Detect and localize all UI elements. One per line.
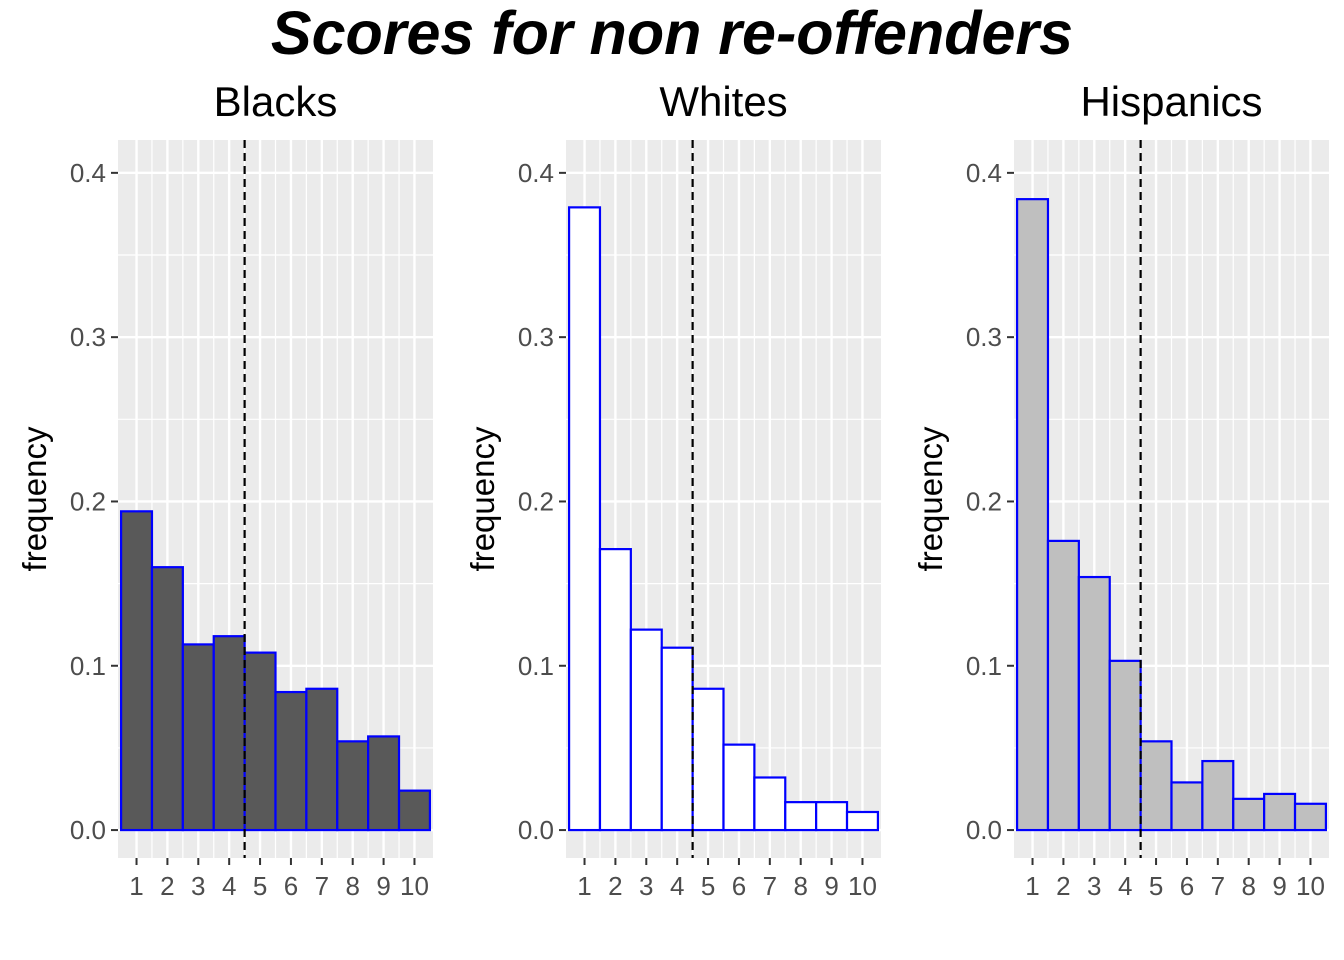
panel-1-y-tick-label: 0.4 (70, 158, 106, 188)
panel-1-bar-2 (150, 566, 184, 832)
panel-2-y-axis-title: frequency (464, 426, 501, 571)
panel-2-x-tick-label: 3 (639, 871, 653, 901)
panel-3-x-tick-label: 2 (1056, 871, 1070, 901)
panel-2-x-tick-label: 4 (670, 871, 684, 901)
panel-1-bar-9 (367, 735, 401, 832)
panel-1-x-tick-label: 5 (253, 871, 267, 901)
panel-3-y-tick-label: 0.2 (966, 486, 1002, 516)
panel-3-bar-2 (1046, 539, 1080, 832)
panel-3-bar-9 (1263, 792, 1297, 832)
panel-1-y-axis-title: frequency (16, 426, 53, 571)
panel-2-x-tick-label: 1 (577, 871, 591, 901)
panel-2-bar-7 (753, 776, 787, 832)
panel-1-x-tick-label: 1 (129, 871, 143, 901)
panel-3-bar-6 (1170, 781, 1204, 832)
panel-2-x-tick-label: 8 (793, 871, 807, 901)
panel-2-y-tick-label: 0.1 (518, 651, 554, 681)
panel-1-y-tick-label: 0.3 (70, 322, 106, 352)
panel-3-x-tick-label: 1 (1025, 871, 1039, 901)
panel-3: 0.0 0.1 0.2 0.3 0.4 1 2 3 4 5 6 7 8 9 10 Hispanics frequ… (912, 78, 1329, 901)
panel-2-bar-5 (691, 687, 725, 832)
panel-1-x-tick-label: 3 (191, 871, 205, 901)
panel-3-bar-4 (1108, 659, 1142, 832)
panel-1-y-tick-label: 0.0 (70, 815, 106, 845)
panel-2-x-tick-label: 2 (608, 871, 622, 901)
panel-3-y-tick-label: 0.4 (966, 158, 1002, 188)
panel-1-title: Blacks (214, 78, 338, 125)
panel-1-x-tick-label: 4 (222, 871, 236, 901)
panel-2-bar-8 (784, 801, 818, 832)
panel-1-x-tick-label: 2 (160, 871, 174, 901)
panel-2-x-tick-label: 9 (824, 871, 838, 901)
panel-2-x-tick-label: 5 (701, 871, 715, 901)
panel-3-y-tick-label: 0.3 (966, 322, 1002, 352)
panel-3-x-tick-label: 10 (1296, 871, 1325, 901)
panel-3-bar-8 (1232, 797, 1266, 832)
panel-3-y-tick-label: 0.1 (966, 651, 1002, 681)
panel-1-x-tick-label: 10 (400, 871, 429, 901)
panel-3-y-tick-label: 0.0 (966, 815, 1002, 845)
panel-2-bar-9 (815, 801, 849, 832)
panel-3-x-tick-label: 5 (1149, 871, 1163, 901)
panel-1-y-tick-label: 0.2 (70, 486, 106, 516)
panel-3-x-tick-label: 9 (1272, 871, 1286, 901)
panel-3-x-tick-label: 8 (1241, 871, 1255, 901)
panel-2-x-tick-label: 10 (848, 871, 877, 901)
panel-1-x-tick-label: 9 (376, 871, 390, 901)
panel-2-x-tick-label: 7 (763, 871, 777, 901)
chart-title: Scores for non re-offenders (270, 0, 1074, 67)
panel-1-bar-5 (243, 651, 277, 832)
panel-3-y-axis-title: frequency (912, 426, 949, 571)
panel-2-bar-2 (598, 548, 632, 832)
panel-3-bar-1 (1015, 198, 1050, 832)
panel-3-bar-10 (1293, 802, 1328, 832)
panel-3-bar-3 (1077, 575, 1111, 832)
panel-1-bar-4 (212, 635, 246, 832)
panel-2: 0.0 0.1 0.2 0.3 0.4 1 2 3 4 5 6 7 8 9 10 Whites frequenc… (464, 78, 881, 901)
panel-2-y-tick-label: 0.2 (518, 486, 554, 516)
panel-1-bar-8 (336, 740, 370, 832)
panel-3-title: Hispanics (1080, 78, 1262, 125)
panel-1-bar-7 (305, 687, 339, 832)
panel-2-bar-4 (660, 646, 694, 832)
panel-2-y-tick-label: 0.0 (518, 815, 554, 845)
panel-1-bar-10 (397, 789, 432, 832)
panel-2-bar-1 (567, 206, 602, 832)
panel-2-y-tick-label: 0.4 (518, 158, 554, 188)
panel-1-bar-3 (181, 643, 215, 832)
panel-1: 0.0 0.1 0.2 0.3 0.4 1 2 3 4 5 6 7 8 9 10 Blacks frequenc… (16, 78, 433, 901)
panel-1-y-tick-label: 0.1 (70, 651, 106, 681)
panel-3-bar-7 (1201, 759, 1235, 832)
panel-2-bar-3 (629, 628, 663, 832)
panel-1-x-tick-label: 7 (315, 871, 329, 901)
panel-2-bar-6 (722, 743, 756, 832)
panel-3-x-tick-label: 3 (1087, 871, 1101, 901)
panel-2-y-tick-label: 0.3 (518, 322, 554, 352)
panel-2-x-tick-label: 6 (732, 871, 746, 901)
panel-1-bar-1 (119, 510, 154, 832)
panel-2-bar-10 (845, 810, 880, 832)
panel-3-x-tick-label: 4 (1118, 871, 1132, 901)
panel-3-x-tick-label: 6 (1180, 871, 1194, 901)
panel-1-bar-6 (274, 690, 308, 832)
panel-3-x-tick-label: 7 (1211, 871, 1225, 901)
panel-1-x-tick-label: 6 (284, 871, 298, 901)
panel-3-bar-5 (1139, 740, 1173, 832)
panel-2-title: Whites (659, 78, 787, 125)
panel-1-x-tick-label: 8 (345, 871, 359, 901)
